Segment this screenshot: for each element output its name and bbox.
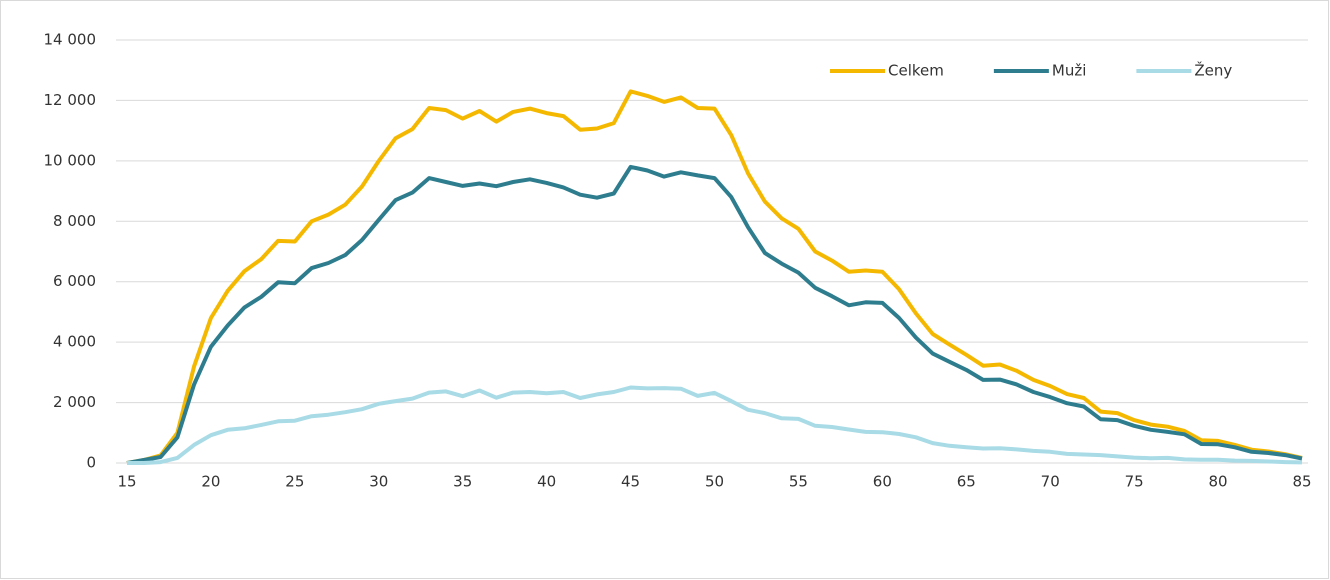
x-tick-label: 30 xyxy=(369,473,388,491)
x-tick-label: 50 xyxy=(705,473,724,491)
x-tick-label: 35 xyxy=(453,473,472,491)
series-line xyxy=(126,89,1303,465)
series-line xyxy=(126,164,1303,465)
x-tick-label: 55 xyxy=(789,473,808,491)
series-line xyxy=(127,385,1303,465)
y-tick-label: 6 000 xyxy=(53,272,96,290)
y-tick-label: 14 000 xyxy=(44,31,97,49)
y-tick-label: 0 xyxy=(86,454,96,472)
x-tick-label: 85 xyxy=(1292,473,1311,491)
x-tick-label: 45 xyxy=(621,473,640,491)
x-tick-label: 65 xyxy=(957,473,976,491)
x-tick-label: 25 xyxy=(285,473,304,491)
x-tick-label: 15 xyxy=(117,473,136,491)
x-tick-label: 60 xyxy=(873,473,892,491)
legend-label: Muži xyxy=(1052,62,1087,80)
x-tick-label: 20 xyxy=(201,473,220,491)
x-tick-label: 40 xyxy=(537,473,556,491)
y-tick-label: 4 000 xyxy=(53,333,96,351)
x-tick-label: 70 xyxy=(1041,473,1060,491)
legend-label: Celkem xyxy=(888,62,944,80)
x-tick-label: 80 xyxy=(1209,473,1228,491)
y-tick-label: 10 000 xyxy=(44,151,97,169)
y-tick-label: 12 000 xyxy=(44,91,97,109)
y-tick-label: 8 000 xyxy=(53,212,96,230)
y-tick-label: 2 000 xyxy=(53,393,96,411)
legend-label: Ženy xyxy=(1194,61,1232,80)
x-tick-label: 75 xyxy=(1125,473,1144,491)
